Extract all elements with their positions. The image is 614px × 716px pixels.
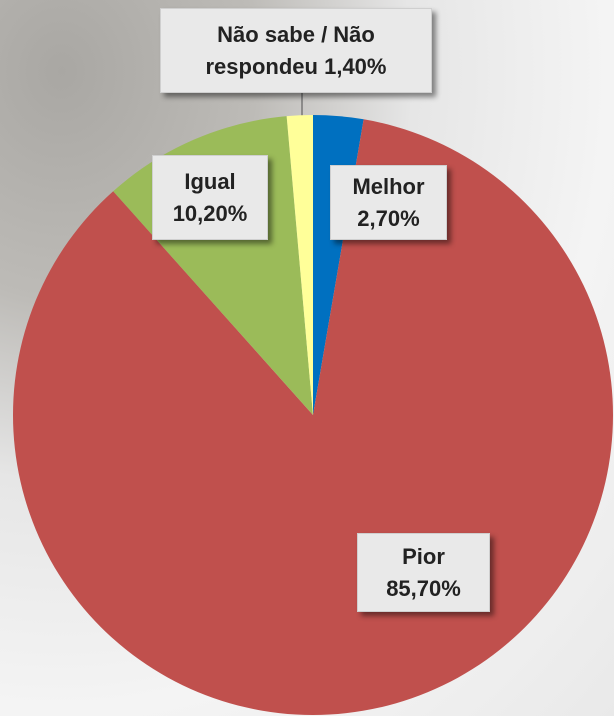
value-label: 10,20% — [172, 200, 248, 226]
pie-slice — [286, 115, 313, 415]
data-label: Não sabe / Não respondeu 1,40% — [160, 8, 432, 93]
category-name: Melhor — [352, 173, 425, 199]
label-text: Pior 85,70% — [374, 541, 474, 605]
data-label: Igual 10,20% — [152, 155, 268, 240]
value-label: 85,70% — [386, 575, 461, 601]
value-label: 2,70% — [357, 205, 420, 231]
data-label: Pior 85,70% — [357, 533, 490, 612]
label-text: Melhor 2,70% — [344, 171, 434, 235]
category-name: Não sabe / Não respondeu — [205, 21, 375, 79]
label-text: Não sabe / Não respondeu 1,40% — [194, 19, 399, 83]
label-text: Igual 10,20% — [165, 166, 255, 230]
value-label: 1,40% — [324, 53, 387, 79]
data-label: Melhor 2,70% — [330, 165, 447, 240]
category-name: Pior — [402, 543, 445, 569]
category-name: Igual — [184, 168, 236, 194]
